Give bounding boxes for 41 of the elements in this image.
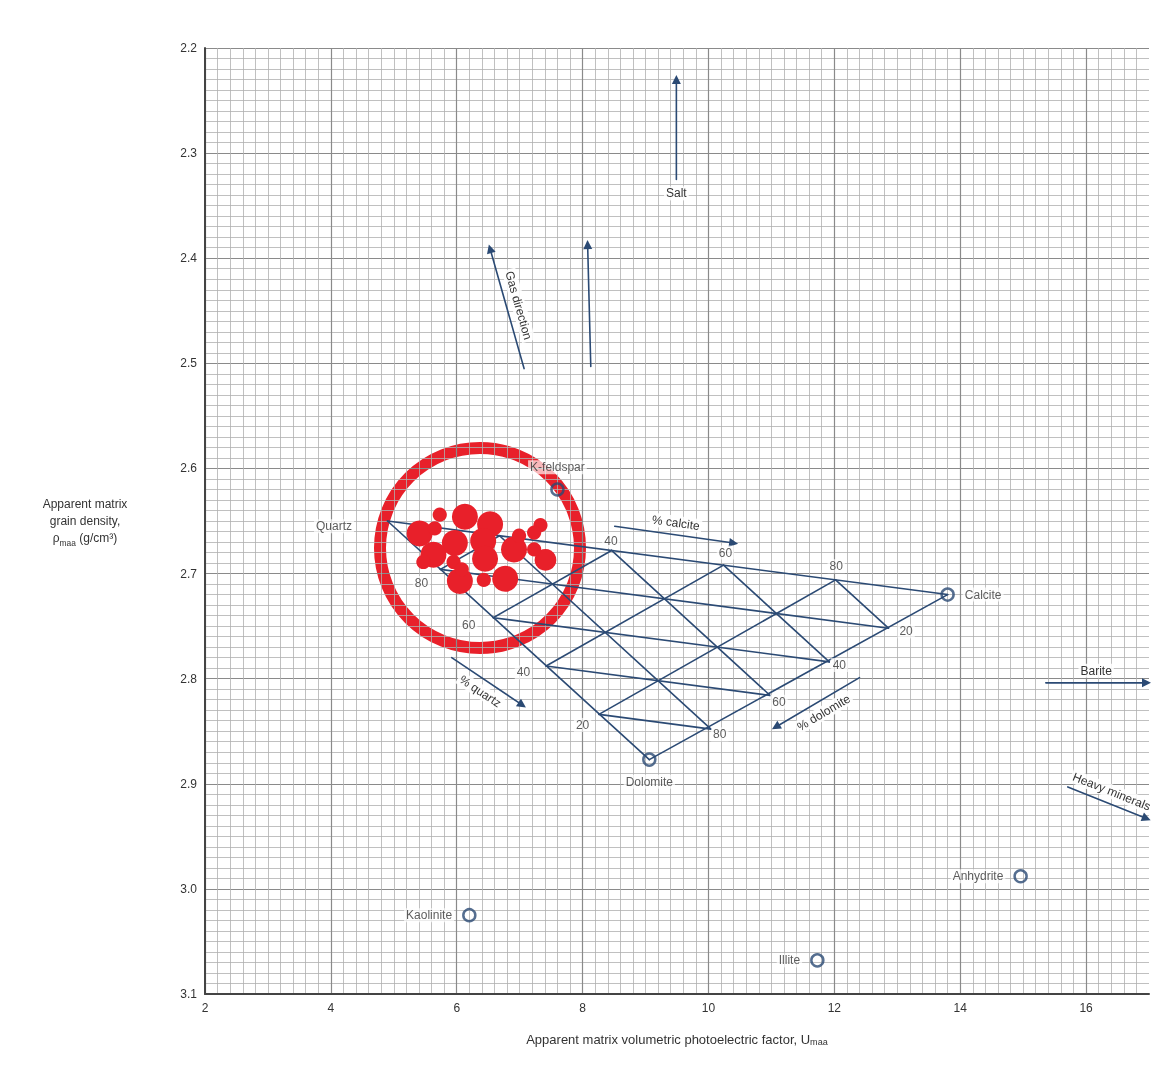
x-axis-title: Apparent matrix volumetric photoelectric factor, Umaa xyxy=(526,1031,829,1047)
y-tick-label: 2.4 xyxy=(180,251,198,266)
series-label: Anhydrite xyxy=(952,869,1004,884)
x-tick-label: 12 xyxy=(827,1001,842,1015)
x-tick-label: 14 xyxy=(953,1001,968,1015)
series-label: Dolomite xyxy=(625,774,674,789)
y-tick-label: 3.1 xyxy=(180,987,198,1001)
y-tick-label: 2.5 xyxy=(180,356,198,371)
annotation: 40 xyxy=(516,665,531,680)
y-tick-label: 2.7 xyxy=(180,566,198,581)
x-tick-label: 2 xyxy=(201,1001,209,1015)
annotation: 20 xyxy=(899,624,914,639)
y-tick-label: 2.2 xyxy=(180,41,198,55)
annotation: 20 xyxy=(575,717,590,732)
x-tick-label: 10 xyxy=(701,1001,716,1015)
y-tick-label: 3.0 xyxy=(180,881,198,896)
annotation: 60 xyxy=(772,694,786,709)
series-label: Salt xyxy=(666,186,688,201)
annotation: 40 xyxy=(604,533,618,548)
annotation: 80 xyxy=(713,727,727,742)
x-tick-label: 6 xyxy=(453,1001,461,1015)
series-label: Illite xyxy=(778,953,801,968)
y-tick-label: 2.3 xyxy=(180,146,198,161)
text: % calcite xyxy=(651,512,701,534)
series-label: Barite xyxy=(1080,663,1113,678)
annotation: 60 xyxy=(718,545,733,560)
text: Gas direction xyxy=(502,269,535,342)
annotation: 80 xyxy=(829,559,844,574)
annotation: 60 xyxy=(462,618,476,633)
x-tick-label: 4 xyxy=(327,1001,335,1015)
series-label: Calcite xyxy=(964,587,1002,602)
annotation: Quartz xyxy=(316,519,353,534)
series-label: K-feldspar xyxy=(530,460,585,475)
y-tick-label: 2.8 xyxy=(180,671,198,686)
x-tick-label: 8 xyxy=(579,1001,587,1015)
y-tick-label: 2.9 xyxy=(180,776,198,791)
y-tick-label: 2.6 xyxy=(180,461,198,476)
annotation: 40 xyxy=(832,658,847,672)
annotation: 80 xyxy=(414,576,429,591)
series-label: Kaolinite xyxy=(406,908,453,923)
x-tick-label: 16 xyxy=(1079,1001,1094,1015)
